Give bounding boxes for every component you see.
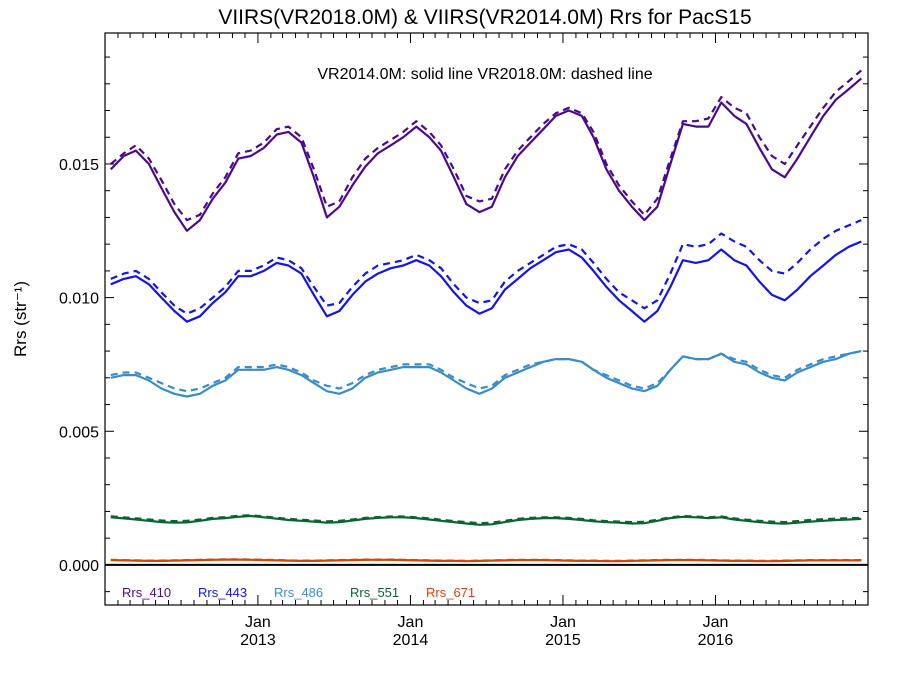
legend-entry: Rrs_551 <box>350 585 399 600</box>
chart-title: VIIRS(VR2018.0M) & VIIRS(VR2014.0M) Rrs … <box>218 6 751 29</box>
series-line-rrs-486-solid <box>110 350 862 398</box>
series-line-rrs-671-dashed <box>110 558 862 563</box>
x-tick-label-month: Jan <box>550 614 576 631</box>
legend: Rrs_410 Rrs_443 Rrs_486 Rrs_551 Rrs_671 <box>122 585 475 600</box>
legend-entry: Rrs_486 <box>274 585 323 600</box>
y-tick-label: 0.005 <box>59 424 99 441</box>
x-tick-label-year: 2013 <box>240 632 276 649</box>
x-tick-label-year: 2015 <box>545 632 581 649</box>
legend-entry: Rrs_410 <box>122 585 171 600</box>
line-style-annotation: VR2014.0M: solid line VR2018.0M: dashed … <box>317 66 652 83</box>
series-line-rrs-410-dashed <box>110 69 863 222</box>
y-tick-label: 0.015 <box>59 157 99 174</box>
series-line-rrs-443-solid <box>110 240 862 323</box>
series-line-rrs-443-dashed <box>110 219 862 315</box>
y-axis-label: Rrs (str⁻¹) <box>11 281 30 357</box>
series-line-rrs-551-dashed <box>110 514 862 525</box>
x-tick-label-month: Jan <box>245 614 271 631</box>
axes: 0.0000.0050.0100.015Jan2013Jan2014Jan201… <box>59 33 868 649</box>
x-tick-label-month: Jan <box>398 614 424 631</box>
x-tick-label-month: Jan <box>703 614 729 631</box>
series-line-rrs-486-dashed <box>110 350 862 393</box>
y-tick-label: 0.000 <box>59 558 99 575</box>
plot-area <box>105 69 868 566</box>
series-line-rrs-410-solid <box>110 77 863 232</box>
legend-entry: Rrs_671 <box>426 585 475 600</box>
y-tick-label: 0.010 <box>59 291 99 308</box>
x-tick-label-year: 2014 <box>393 632 429 649</box>
legend-entry: Rrs_443 <box>198 585 247 600</box>
x-tick-label-year: 2016 <box>698 632 734 649</box>
